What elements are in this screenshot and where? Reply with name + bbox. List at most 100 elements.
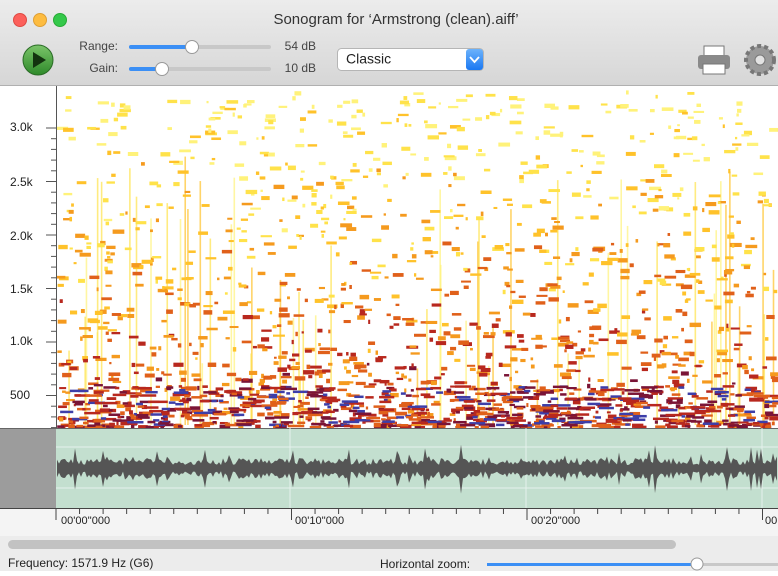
spectrogram-blob (599, 407, 614, 410)
frequency-label: 3.0k (10, 120, 34, 134)
spectrogram-blob (704, 157, 710, 161)
spectrogram-blob (640, 140, 646, 143)
spectrogram-blob (297, 288, 301, 291)
spectrogram-blob (481, 191, 492, 195)
spectrogram-blob (387, 199, 392, 202)
spectrogram-blob (575, 216, 583, 219)
spectrogram-blob (404, 388, 406, 392)
spectrogram-blob (562, 376, 572, 379)
spectrogram-blob (178, 343, 181, 347)
spectrogram-blob (467, 417, 473, 420)
play-button[interactable] (23, 45, 53, 75)
spectrogram-blob (194, 378, 202, 381)
spectrogram-blob (441, 373, 445, 375)
spectrogram-blob (58, 320, 67, 324)
spectrogram-blob (444, 393, 449, 396)
spectrogram-blob (427, 412, 429, 416)
spectrogram-blob (307, 391, 323, 394)
spectrogram-blob (601, 261, 612, 265)
spectrogram-blob (226, 229, 233, 232)
spectrogram-blob (476, 413, 493, 416)
spectrogram-blob (539, 250, 546, 253)
spectrogram-blob (181, 387, 197, 390)
spectrogram-blob (609, 197, 618, 200)
spectrogram-blob (438, 425, 445, 428)
spectrogram-blob (83, 335, 93, 338)
spectrogram-blob (500, 109, 502, 113)
spectrogram-blob (104, 306, 110, 309)
spectrogram-blob (626, 90, 629, 94)
spectrogram-blob (101, 417, 106, 420)
spectrogram-blob (751, 389, 756, 392)
spectrogram-blob (582, 135, 594, 137)
spectrogram-blob (79, 417, 88, 420)
spectrogram-blob (535, 136, 539, 140)
spectrogram-blob (190, 135, 201, 138)
spectrogram-blob (205, 257, 216, 259)
spectrogram-blob (558, 337, 569, 340)
spectrogram-blob (208, 363, 216, 367)
spectrogram-blob (168, 415, 174, 418)
spectrogram-blob (117, 404, 125, 408)
spectrogram-blob (385, 381, 387, 385)
spectrogram-blob (310, 366, 322, 369)
spectrogram-blob (426, 321, 438, 324)
zoom-button[interactable] (54, 14, 67, 27)
horizontal-scrollbar[interactable] (8, 540, 676, 549)
spectrogram-blob (559, 319, 561, 323)
spectrogram-blob (616, 383, 625, 387)
spectrogram-blob (586, 188, 589, 191)
spectrogram-blob (285, 273, 295, 277)
spectrogram-blob (687, 92, 694, 95)
spectrogram-blob (595, 416, 601, 419)
spectrogram-blob (270, 166, 281, 170)
spectrogram-blob (263, 376, 272, 380)
spectrogram-blob (65, 391, 70, 393)
spectrogram-blob (187, 418, 193, 421)
spectrogram-blob (214, 302, 218, 305)
spectrogram-blob (272, 399, 277, 401)
spectrogram-blob (95, 311, 103, 315)
spectrogram-blob (707, 401, 717, 404)
spectrogram-blob (351, 127, 361, 130)
spectrogram-blob (490, 112, 496, 115)
spectrogram-blob (336, 252, 340, 256)
spectrogram-blob (444, 155, 455, 157)
close-button[interactable] (14, 14, 27, 27)
spectrogram-blob (70, 248, 73, 250)
settings-button[interactable] (746, 46, 774, 74)
spectrogram-blob (668, 376, 680, 379)
spectrogram-blob (238, 115, 242, 118)
spectrogram-blob (324, 221, 328, 224)
spectrogram-blob (300, 117, 306, 121)
spectrogram-blob (368, 320, 370, 324)
spectrogram-blob (593, 342, 599, 345)
spectrogram-blob (620, 276, 629, 279)
spectrogram-blob (307, 394, 319, 397)
spectrogram-blob (396, 416, 404, 419)
spectrogram-blob (717, 406, 723, 409)
spectrogram-blob (383, 396, 390, 399)
spectrogram-blob (269, 424, 281, 427)
spectrogram-blob (295, 332, 297, 336)
spectrogram-blob (424, 396, 435, 399)
spectrogram-blob (349, 357, 357, 361)
minimize-button[interactable] (34, 14, 47, 27)
spectrogram-blob (80, 253, 91, 257)
spectrogram-blob (230, 411, 239, 414)
spectrogram-blob (486, 115, 489, 119)
spectrogram-blob (403, 96, 407, 100)
spectrogram-blob (428, 135, 439, 139)
spectrogram-blob (736, 101, 742, 105)
spectrogram-blob (714, 374, 721, 377)
spectrogram-blob (140, 394, 156, 397)
spectrogram-blob (372, 417, 380, 420)
spectrogram-blob (711, 388, 723, 391)
spectrogram-blob (234, 414, 244, 417)
spectrogram-blob (138, 342, 145, 346)
spectrogram-blob (343, 218, 345, 220)
spectrogram-blob (308, 110, 317, 113)
spectrogram-blob (308, 144, 317, 146)
spectrogram-blob (453, 421, 467, 424)
spectrogram-blob (341, 302, 352, 304)
